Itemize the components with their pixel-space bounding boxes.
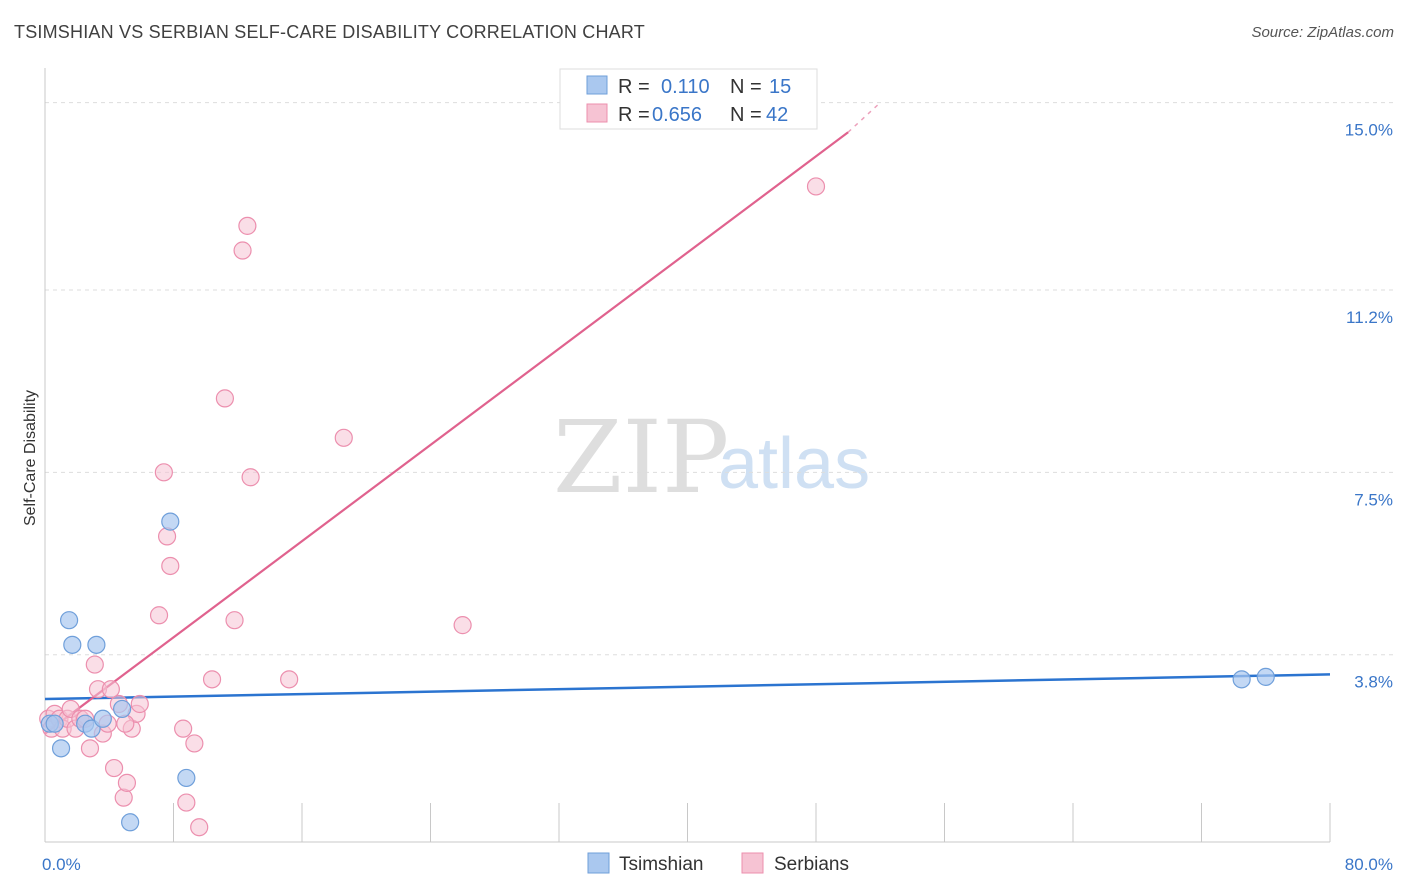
legend-box: R = 0.110 N = 15 R = 0.656 N = 42: [559, 68, 818, 130]
point-serbians-18: [114, 788, 133, 807]
legend-n-value-serbians: 42: [766, 104, 788, 126]
bottom-legend: Tsimshian Serbians: [587, 852, 849, 875]
point-tsimshian-10: [121, 813, 140, 832]
point-tsimshian-9: [112, 699, 132, 719]
point-serbians-41: [116, 714, 135, 733]
point-serbians-16: [104, 758, 124, 778]
trendline-serbians: [44, 131, 849, 735]
point-tsimshian-1: [45, 714, 64, 733]
point-serbians-22: [130, 694, 149, 714]
point-serbians-37: [280, 670, 299, 689]
point-tsimshian-3: [59, 611, 79, 630]
point-tsimshian-2: [51, 739, 71, 758]
chart-title: TSIMSHIAN VS SERBIAN SELF-CARE DISABILIT…: [14, 22, 645, 42]
points-layer: [39, 177, 1275, 837]
point-tsimshian-11: [161, 512, 180, 531]
x-tick-label-1: 80.0%: [1345, 855, 1393, 874]
legend-r-value-tsimshian: 0.110: [661, 76, 710, 98]
bottom-legend-swatch-tsimshian: [587, 852, 610, 874]
trend-layer: [44, 102, 1331, 735]
point-tsimshian-14: [1256, 667, 1275, 686]
point-serbians-27: [174, 719, 193, 738]
point-serbians-23: [149, 606, 169, 625]
y-tick-label-1: 7.5%: [1354, 490, 1393, 509]
point-serbians-10: [80, 739, 100, 758]
point-tsimshian-8: [93, 709, 112, 728]
y-tick-label-2: 11.2%: [1346, 308, 1393, 327]
point-tsimshian-7: [87, 635, 106, 654]
point-serbians-11: [85, 655, 104, 674]
grid-layer: [45, 102, 1395, 656]
legend-swatch-tsimshian: [586, 75, 608, 95]
bottom-legend-tsimshian: Tsimshian: [619, 854, 703, 875]
trendline-serbians-extension: [847, 102, 881, 133]
point-serbians-34: [233, 241, 252, 260]
watermark-atlas: atlas: [718, 424, 870, 504]
legend-n-value-tsimshian: 15: [769, 76, 791, 98]
point-serbians-38: [334, 428, 353, 447]
point-serbians-29: [185, 734, 204, 753]
point-serbians-25: [157, 527, 177, 546]
chart-source: Source: ZipAtlas.com: [1251, 24, 1394, 41]
point-tsimshian-12: [177, 768, 196, 788]
point-serbians-32: [215, 389, 234, 408]
point-tsimshian-4: [63, 635, 82, 654]
y-tick-label-0: 3.8%: [1354, 673, 1393, 692]
point-serbians-40: [806, 177, 826, 196]
point-serbians-35: [238, 216, 257, 235]
legend-r-label-serbians: R =: [618, 104, 650, 126]
y-tick-label-3: 15.0%: [1345, 121, 1393, 140]
point-serbians-26: [161, 556, 180, 576]
point-serbians-24: [154, 463, 173, 482]
trendline-tsimshian: [44, 673, 1331, 701]
legend-n-label-serbians: N =: [730, 104, 762, 126]
legend-r-value-serbians: 0.656: [652, 104, 702, 126]
point-serbians-28: [177, 793, 196, 812]
legend-r-label-tsimshian: R =: [618, 76, 650, 98]
point-tsimshian-13: [1232, 670, 1251, 689]
legend-n-label-tsimshian: N =: [730, 76, 762, 98]
point-serbians-39: [453, 616, 472, 635]
point-serbians-36: [241, 468, 260, 487]
legend-swatch-serbians: [586, 103, 608, 123]
y-axis-label: Self-Care Disability: [22, 390, 39, 526]
bottom-legend-serbians: Serbians: [774, 854, 849, 875]
point-serbians-19: [117, 773, 137, 792]
point-serbians-15: [101, 680, 120, 699]
watermark-zip: ZIP: [553, 399, 729, 516]
bottom-legend-swatch-serbians: [741, 852, 764, 874]
x-tick-label-0: 0.0%: [42, 855, 81, 874]
point-serbians-30: [190, 818, 209, 837]
point-serbians-33: [225, 611, 244, 630]
point-serbians-31: [202, 670, 222, 689]
